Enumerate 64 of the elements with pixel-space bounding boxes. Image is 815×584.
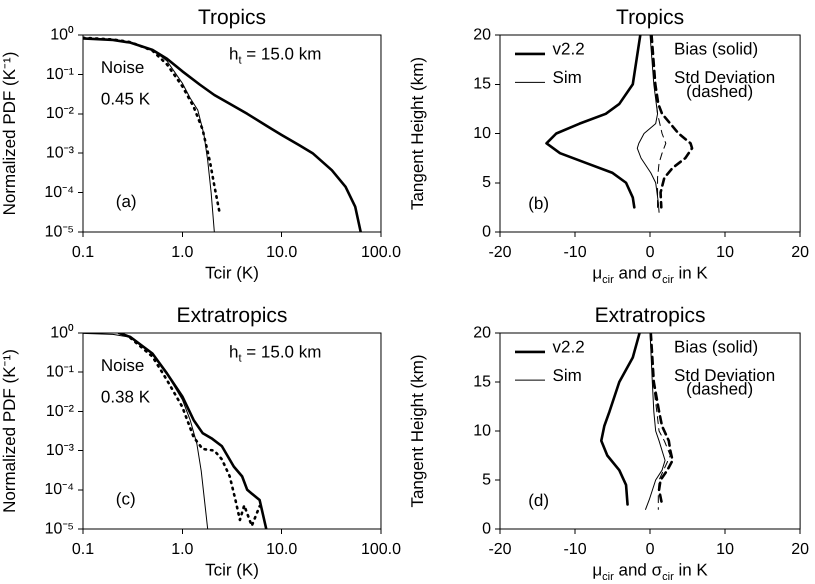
x-axis-title: Tcir (K) bbox=[205, 560, 259, 580]
y-tick-label: 10 bbox=[473, 124, 492, 142]
y-axis-title: Tangent Height (km) bbox=[408, 354, 427, 508]
y-tick-label: 15 bbox=[473, 76, 492, 93]
chart-title: Extratropics bbox=[594, 304, 706, 327]
x-tick-label: 100.0 bbox=[360, 541, 402, 558]
y-tick-label: 10⁰ bbox=[50, 323, 74, 342]
y-tick-label: 10⁻³ bbox=[46, 442, 75, 460]
chart-title: Tropics bbox=[616, 6, 684, 29]
y-tick-label: 10⁻⁵ bbox=[44, 520, 74, 538]
chart-title: Extratropics bbox=[176, 304, 288, 327]
annotation: Bias (solid) bbox=[674, 338, 758, 357]
x-axis-title: Tcir (K) bbox=[205, 264, 259, 283]
y-tick-label: 20 bbox=[473, 26, 492, 44]
legend-label: v2.2 bbox=[552, 40, 585, 59]
x-tick-label: 10.0 bbox=[266, 541, 298, 558]
annotation: (a) bbox=[116, 192, 137, 212]
x-tick-label: 10 bbox=[716, 541, 734, 558]
legend-label: Sim bbox=[552, 366, 582, 385]
y-axis-title: Normalized PDF (K⁻¹) bbox=[0, 349, 19, 513]
annotation: 0.45 K bbox=[100, 90, 151, 109]
x-tick-label: 100.0 bbox=[360, 244, 402, 262]
y-tick-label: 10⁻¹ bbox=[46, 66, 74, 83]
x-tick-label: 0 bbox=[646, 541, 655, 558]
annotation: (b) bbox=[528, 194, 549, 214]
y-axis-title: Tangent Height (km) bbox=[408, 56, 427, 210]
x-tick-label: 1.0 bbox=[171, 244, 194, 262]
annotation: Bias (solid) bbox=[674, 40, 758, 59]
x-tick-label: 0 bbox=[646, 244, 655, 262]
y-tick-label: 10⁻⁴ bbox=[44, 481, 74, 498]
x-tick-label: -10 bbox=[563, 244, 587, 262]
y-axis-title: Normalized PDF (K⁻¹) bbox=[0, 52, 19, 216]
y-tick-label: 10 bbox=[473, 422, 492, 440]
annotation: 0.38 K bbox=[100, 387, 151, 406]
y-tick-label: 10⁻² bbox=[46, 402, 75, 420]
y-tick-label: 5 bbox=[482, 471, 492, 488]
y-tick-label: 20 bbox=[473, 324, 492, 342]
annotation: (d) bbox=[528, 491, 549, 510]
y-tick-label: 10⁻⁴ bbox=[44, 184, 74, 202]
annotation: Noise bbox=[100, 356, 144, 376]
x-tick-label: -20 bbox=[488, 541, 512, 558]
legend-label: Sim bbox=[552, 68, 582, 88]
y-tick-label: 15 bbox=[473, 373, 492, 390]
x-tick-label: 20 bbox=[791, 541, 810, 558]
y-tick-label: 5 bbox=[482, 174, 492, 192]
annotation: (c) bbox=[116, 489, 136, 508]
y-tick-label: 10⁻³ bbox=[46, 144, 75, 162]
x-tick-label: 10 bbox=[716, 244, 734, 262]
y-tick-label: 10⁻¹ bbox=[46, 364, 74, 381]
x-tick-label: -20 bbox=[488, 244, 512, 262]
x-tick-label: 0.1 bbox=[72, 541, 94, 558]
chart-title: Tropics bbox=[198, 6, 266, 29]
y-tick-label: 0 bbox=[482, 223, 492, 240]
y-tick-label: 0 bbox=[482, 520, 492, 538]
x-tick-label: 10.0 bbox=[266, 244, 298, 262]
x-tick-label: -10 bbox=[563, 541, 587, 558]
x-tick-label: 0.1 bbox=[72, 244, 94, 262]
x-tick-label: 1.0 bbox=[171, 541, 194, 558]
legend-label: v2.2 bbox=[552, 338, 585, 357]
y-tick-label: 10⁻⁵ bbox=[44, 223, 74, 240]
y-tick-label: 10⁻² bbox=[46, 105, 75, 122]
y-tick-label: 10⁰ bbox=[50, 25, 74, 44]
x-tick-label: 20 bbox=[791, 244, 810, 262]
annotation: Noise bbox=[100, 58, 144, 78]
